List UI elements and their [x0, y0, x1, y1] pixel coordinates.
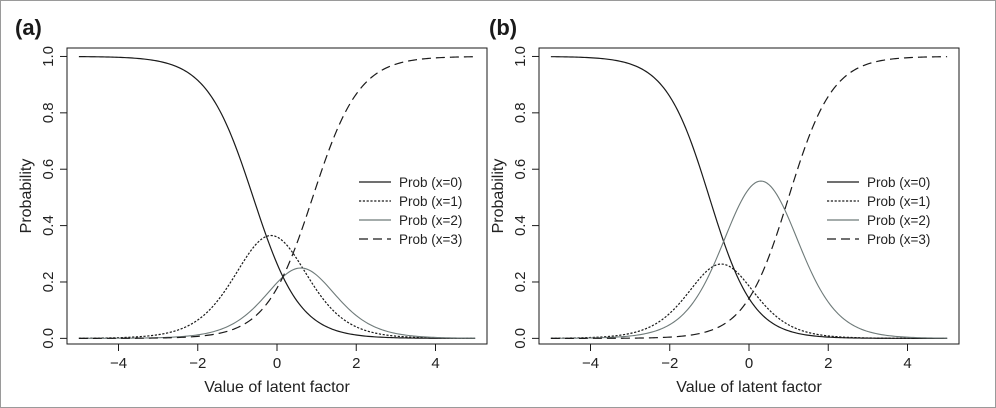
x-tick-label: −4 [110, 355, 127, 372]
y-tick-label: 0.2 [40, 272, 57, 293]
x-axis-title: Value of latent factor [676, 379, 822, 396]
series-line-x3 [550, 56, 948, 339]
series-line-x3 [78, 56, 476, 339]
y-tick-label: 0.8 [512, 102, 529, 123]
y-tick-label: 1.0 [512, 46, 529, 67]
series-line-x2 [550, 180, 948, 339]
x-tick-label: −2 [661, 355, 678, 372]
legend-label-x2: Prob (x=2) [399, 213, 462, 228]
y-tick-label: 0.4 [512, 215, 529, 236]
x-tick-label: 0 [273, 355, 281, 372]
legend-label-x1: Prob (x=1) [399, 194, 462, 209]
legend-label-x0: Prob (x=0) [867, 175, 930, 190]
x-tick-label: −4 [582, 355, 599, 372]
legend: Prob (x=0) Prob (x=1) Prob (x=2) Prob (x=3) [827, 175, 930, 247]
legend: Prob (x=0) Prob (x=1) Prob (x=2) Prob (x=3) [359, 175, 462, 247]
x-tick-label: 4 [903, 355, 911, 372]
y-axis-title: Probability [18, 159, 35, 234]
panel-label: (a) [15, 15, 42, 40]
legend-label-x0: Prob (x=0) [399, 175, 462, 190]
y-tick-label: 0.0 [512, 328, 529, 349]
panel-a: (a) −4 −2 0 2 4 0.0 0.2 0.4 0.6 0.8 1.0 Value of lat… [15, 15, 488, 396]
y-axis-title: Probability [490, 159, 507, 234]
legend-label-x3: Prob (x=3) [867, 232, 930, 247]
y-tick-label: 0.8 [40, 102, 57, 123]
y-tick-label: 0.4 [40, 215, 57, 236]
series-line-x1 [78, 234, 476, 339]
legend-label-x2: Prob (x=2) [867, 213, 930, 228]
series-line-x2 [78, 267, 476, 339]
series-line-x1 [550, 263, 948, 339]
panel-b: (b) −4 −2 0 2 4 0.0 0.2 0.4 0.6 0.8 1.0 Value of lat… [489, 15, 960, 396]
series-line-x0 [78, 56, 476, 339]
panel-label: (b) [489, 15, 517, 40]
x-tick-label: 2 [352, 355, 360, 372]
x-tick-label: 4 [431, 355, 439, 372]
legend-label-x1: Prob (x=1) [867, 194, 930, 209]
x-tick-label: 2 [824, 355, 832, 372]
x-axis-title: Value of latent factor [204, 379, 350, 396]
legend-label-x3: Prob (x=3) [399, 232, 462, 247]
x-tick-label: −2 [189, 355, 206, 372]
y-tick-label: 0.0 [40, 328, 57, 349]
y-tick-label: 0.6 [40, 159, 57, 180]
y-tick-label: 1.0 [40, 46, 57, 67]
y-tick-label: 0.6 [512, 159, 529, 180]
x-tick-label: 0 [745, 355, 753, 372]
y-tick-label: 0.2 [512, 272, 529, 293]
